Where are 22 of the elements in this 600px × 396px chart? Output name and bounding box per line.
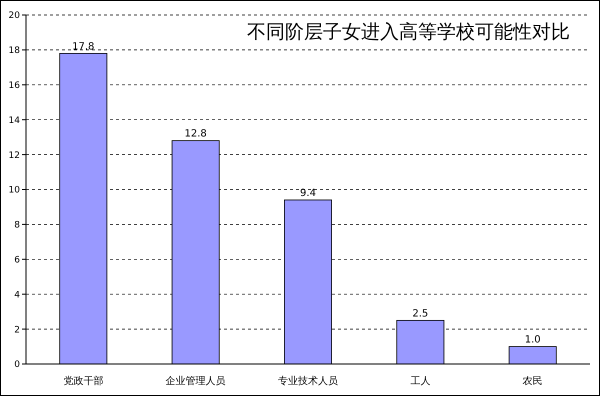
y-tick-label: 12 — [8, 150, 20, 161]
chart-title: 不同阶层子女进入高等学校可能性对比 — [247, 21, 570, 43]
x-tick-label: 党政干部 — [63, 375, 104, 387]
x-tick-label: 企业管理人员 — [166, 375, 226, 387]
x-tick-label: 工人 — [410, 376, 430, 387]
y-tick-label: 6 — [14, 255, 20, 266]
data-label: 9.4 — [300, 188, 316, 199]
y-tick-label: 20 — [8, 11, 20, 22]
data-label: 17.8 — [72, 41, 94, 52]
data-label: 12.8 — [184, 128, 207, 140]
y-tick-label: 10 — [8, 186, 20, 196]
x-tick-label: 专业技术人员 — [278, 375, 338, 387]
y-tick-label: 0 — [14, 360, 20, 370]
y-tick-label: 18 — [8, 46, 20, 56]
x-tick-label: 农民 — [522, 376, 543, 387]
y-tick-label: 2 — [14, 325, 20, 336]
data-label: 1.0 — [524, 334, 541, 346]
y-tick-label: 4 — [14, 290, 20, 300]
y-tick-label: 8 — [14, 220, 20, 231]
y-tick-label: 14 — [8, 116, 20, 126]
y-tick-label: 16 — [8, 80, 20, 91]
data-label: 2.5 — [412, 308, 428, 320]
